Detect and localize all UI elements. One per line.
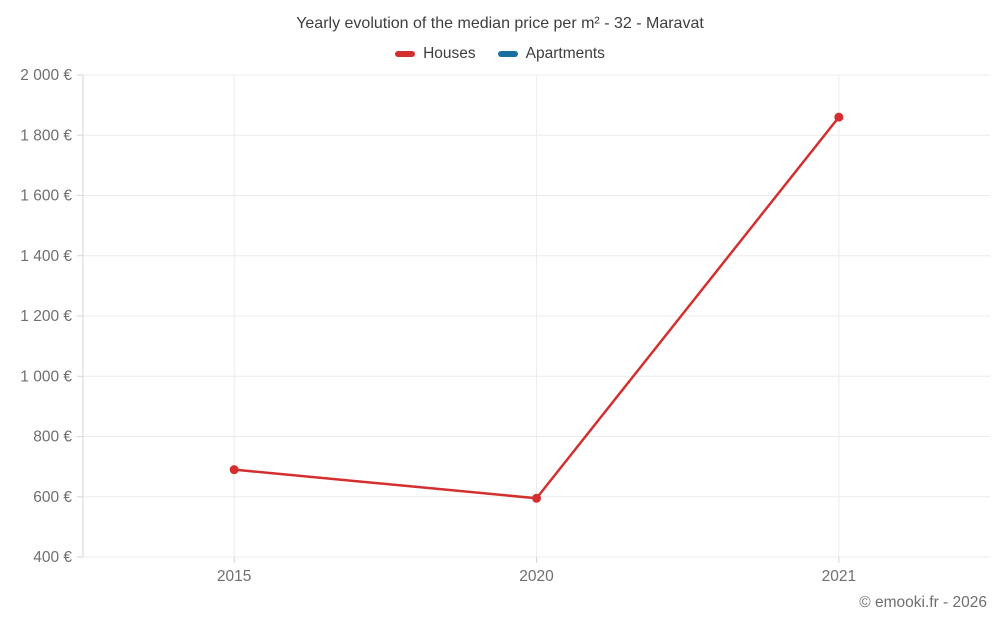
- x-axis-tick-label: 2020: [519, 568, 554, 585]
- y-axis-tick-label: 1 000 €: [20, 368, 72, 385]
- y-axis-tick-label: 1 800 €: [20, 127, 72, 144]
- credit-text: © emooki.fr - 2026: [859, 594, 987, 611]
- legend-label-apartments: Apartments: [525, 45, 605, 62]
- y-axis-tick-label: 600 €: [33, 489, 72, 506]
- y-axis-tick-label: 400 €: [33, 549, 72, 566]
- y-axis-tick-label: 1 200 €: [20, 308, 72, 325]
- data-point-houses[interactable]: [229, 465, 239, 475]
- legend-item-houses[interactable]: Houses: [395, 45, 476, 63]
- apartments-series-swatch-icon: [497, 51, 518, 57]
- x-axis-tick-label: 2021: [822, 568, 856, 585]
- chart-title: Yearly evolution of the median price per…: [296, 15, 704, 32]
- data-point-houses[interactable]: [834, 112, 844, 122]
- y-axis-tick-label: 2 000 €: [20, 67, 72, 84]
- legend-label-houses: Houses: [423, 45, 476, 62]
- y-axis-tick-label: 1 600 €: [20, 188, 72, 205]
- y-axis-tick-label: 1 400 €: [20, 248, 72, 265]
- legend-item-apartments[interactable]: Apartments: [497, 45, 605, 63]
- legend: Houses Apartments: [0, 45, 1000, 63]
- y-axis-tick-label: 800 €: [33, 429, 72, 446]
- x-axis-tick-label: 2015: [217, 568, 251, 585]
- houses-series-swatch-icon: [395, 51, 416, 57]
- data-point-houses[interactable]: [532, 493, 541, 503]
